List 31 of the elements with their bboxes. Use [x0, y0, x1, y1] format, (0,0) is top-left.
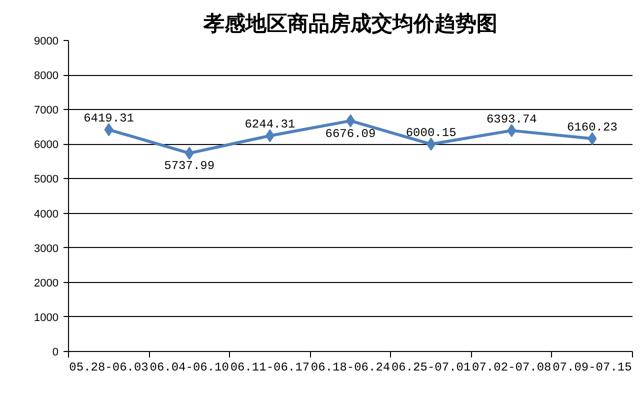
- y-tick-label: 9000: [34, 36, 59, 48]
- y-tick-label: 2000: [34, 277, 59, 290]
- data-label: 6393.74: [486, 112, 537, 127]
- data-label: 6676.09: [325, 126, 376, 141]
- point: [507, 124, 516, 138]
- x-tick-label: 07.09-07.15: [552, 360, 632, 374]
- y-tick-label: 5000: [34, 174, 59, 186]
- y-tick-label: 0: [52, 346, 59, 358]
- x-tick-label: 06.11-06.17: [230, 360, 310, 374]
- x-tick-label: 07.02-07.08: [472, 360, 552, 374]
- y-tick-label: 3000: [34, 242, 59, 255]
- y-tick-label: 4000: [34, 208, 59, 220]
- point: [426, 138, 436, 151]
- y-tick-label: 7000: [34, 104, 59, 117]
- point: [184, 146, 194, 160]
- x-tick-label: 06.25-07.01: [391, 360, 471, 374]
- data-label: 6160.23: [567, 120, 618, 135]
- x-tick-label: 06.18-06.24: [310, 360, 390, 374]
- y-tick-label: 6000: [34, 139, 59, 152]
- data-label: 6419.31: [84, 112, 134, 126]
- data-label: 6000.15: [406, 126, 456, 140]
- x-tick-label: 06.04-06.10: [150, 360, 229, 374]
- data-label: 5737.99: [164, 159, 215, 174]
- x-tick-label: 05.28-06.03: [69, 360, 148, 374]
- data-label: 6244.31: [244, 118, 296, 132]
- point: [588, 132, 597, 146]
- y-tick-label: 1000: [34, 312, 59, 324]
- point: [265, 129, 274, 142]
- y-tick-label: 8000: [34, 70, 59, 82]
- point: [104, 123, 114, 136]
- chart-title: 孝感地区商品房成交均价趋势图: [202, 10, 498, 36]
